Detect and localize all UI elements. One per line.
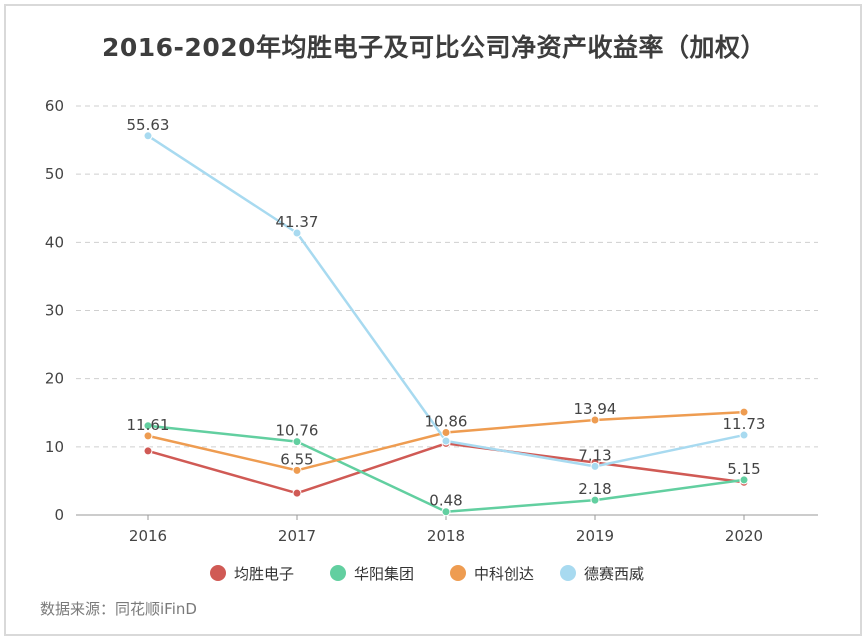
data-point [739, 407, 749, 417]
chart-title: 2016-2020年均胜电子及可比公司净资产收益率（加权） [101, 33, 767, 62]
y-tick-label: 40 [45, 233, 64, 251]
legend-marker [450, 565, 466, 581]
data-point [143, 421, 153, 431]
data-point [292, 465, 302, 475]
data-point [590, 495, 600, 505]
data-point [590, 415, 600, 425]
y-tick-label: 20 [45, 370, 64, 388]
data-point [590, 461, 600, 471]
data-point [441, 436, 451, 446]
legend-label: 中科创达 [474, 565, 534, 583]
data-label: 7.13 [578, 446, 611, 464]
legend-label: 均胜电子 [234, 565, 294, 583]
data-label: 13.94 [574, 400, 617, 418]
data-label: 6.55 [280, 450, 313, 468]
legend-marker [210, 565, 226, 581]
y-tick-label: 60 [45, 97, 64, 115]
y-tick-label: 30 [45, 302, 64, 320]
legend-label: 德赛西威 [584, 565, 644, 583]
legend-marker [560, 565, 576, 581]
data-label: 10.86 [425, 413, 468, 431]
data-source: 数据来源：同花顺iFinD [40, 600, 197, 618]
data-label: 11.61 [127, 416, 170, 434]
y-tick-label: 50 [45, 165, 64, 183]
data-point [143, 446, 153, 456]
data-point [143, 431, 153, 441]
data-point [739, 475, 749, 485]
data-label: 10.76 [276, 422, 319, 440]
data-label: 41.37 [276, 213, 319, 231]
legend-label: 华阳集团 [354, 565, 414, 583]
data-label: 55.63 [127, 116, 170, 134]
data-point [739, 430, 749, 440]
x-tick-label: 2016 [129, 527, 167, 545]
y-tick-label: 10 [45, 438, 64, 456]
y-tick-label: 0 [54, 506, 64, 524]
x-tick-label: 2020 [725, 527, 763, 545]
x-tick-label: 2018 [427, 527, 465, 545]
data-point [292, 228, 302, 238]
data-label: 0.48 [429, 492, 462, 510]
x-tick-label: 2019 [576, 527, 614, 545]
data-label: 11.73 [723, 415, 766, 433]
data-point [441, 507, 451, 517]
data-point [143, 131, 153, 141]
legend-marker [330, 565, 346, 581]
data-point [292, 488, 302, 498]
data-label: 2.18 [578, 480, 611, 498]
data-point [292, 437, 302, 447]
data-label: 5.15 [727, 460, 760, 478]
x-tick-label: 2017 [278, 527, 316, 545]
chart-frame [4, 4, 862, 636]
series-line [147, 442, 745, 495]
